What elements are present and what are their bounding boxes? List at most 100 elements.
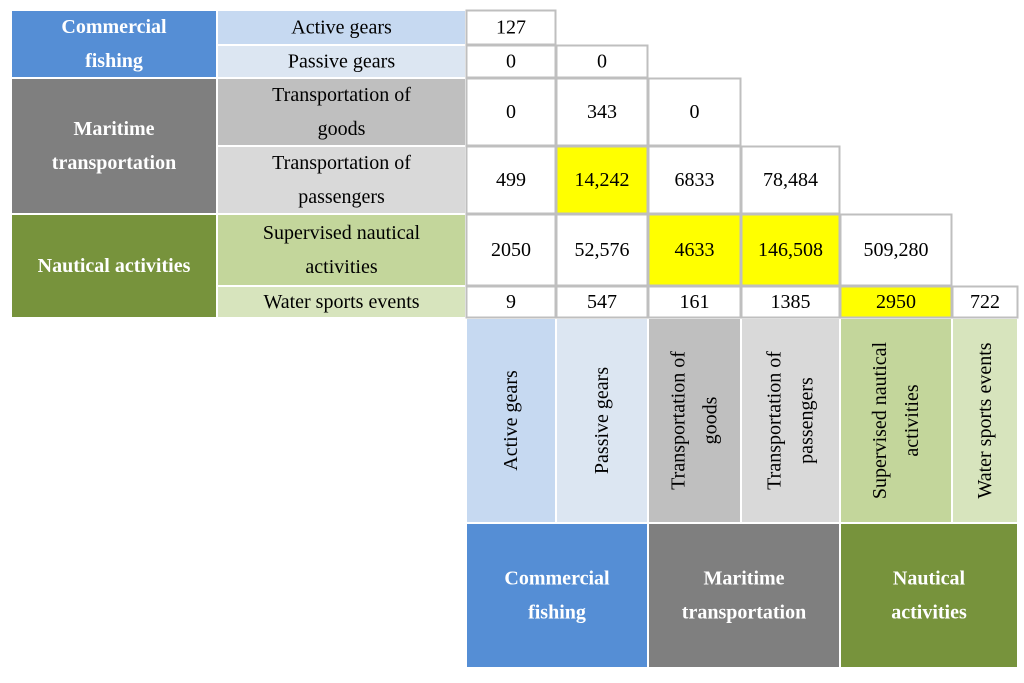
matrix-cell-r5-c2 bbox=[647, 285, 742, 319]
matrix-value-r4-c0: 2050 bbox=[491, 239, 531, 261]
col-activity-transportation-of-passengers-cell bbox=[742, 319, 839, 522]
row-activity-supervised-nautical-activities-label-line: activities bbox=[305, 256, 377, 278]
row-activity-active-gears-cell bbox=[218, 11, 465, 44]
col-activity-transportation-of-passengers-label-line: passengers bbox=[796, 377, 818, 464]
row-group-cf-label-line: fishing bbox=[85, 50, 143, 72]
matrix-cell-r5-c0 bbox=[465, 285, 557, 319]
col-activity-supervised-nautical-activities-label-line: activities bbox=[901, 384, 923, 456]
matrix-value-r2-c2: 0 bbox=[690, 101, 700, 123]
matrix-value-r0-c0: 127 bbox=[496, 17, 526, 39]
matrix-cell-r3-c2 bbox=[647, 145, 742, 215]
row-group-mt-cell bbox=[12, 79, 216, 213]
matrix-value-r1-c0: 0 bbox=[506, 51, 516, 73]
row-activity-passive-gears-label-line: Passive gears bbox=[288, 51, 395, 73]
col-group-mt-label-line: transportation bbox=[682, 602, 806, 624]
col-group-cf-label: Commercial fishing bbox=[504, 568, 610, 624]
col-activity-passive-gears-label: Passive gears bbox=[591, 367, 613, 474]
col-group-cf-label-line: Commercial bbox=[504, 568, 610, 590]
matrix-cell-r5-c3 bbox=[740, 285, 841, 319]
matrix-value-r5-c4: 2950 bbox=[876, 291, 916, 313]
row-activity-transportation-of-passengers-cell bbox=[218, 147, 465, 213]
row-group-cf-label-line: Commercial bbox=[61, 16, 167, 38]
matrix-value-r3-c3: 78,484 bbox=[763, 169, 818, 191]
matrix-cell-r2-c1 bbox=[555, 77, 649, 147]
col-activity-supervised-nautical-activities-label-line: Supervised nautical bbox=[869, 341, 891, 499]
row-activity-supervised-nautical-activities-label-line: Supervised nautical bbox=[263, 222, 421, 244]
matrix-value-r4-c2: 4633 bbox=[675, 239, 715, 261]
col-activity-water-sports-events-label-line: Water sports events bbox=[974, 342, 996, 498]
row-activity-passive-gears-label: Passive gears bbox=[288, 51, 395, 73]
col-activity-active-gears-label: Active gears bbox=[500, 370, 522, 471]
row-activity-supervised-nautical-activities-cell bbox=[218, 215, 465, 285]
row-group-na-label: Nautical activities bbox=[38, 255, 191, 277]
row-group-mt-label: Maritime transportation bbox=[52, 118, 176, 174]
matrix-value-r4-c1: 52,576 bbox=[575, 239, 630, 261]
col-activity-transportation-of-goods-label-line: Transportation of bbox=[668, 351, 690, 490]
row-group-na-label-line: Nautical activities bbox=[38, 255, 191, 277]
col-activity-passive-gears-cell bbox=[557, 319, 647, 522]
col-group-na-label: Nautical activities bbox=[891, 568, 967, 624]
col-activity-active-gears-label-line: Active gears bbox=[500, 370, 522, 471]
matrix-value-r2-c1: 343 bbox=[587, 101, 617, 123]
row-group-mt-label-line: Maritime bbox=[73, 118, 154, 140]
matrix-value-r3-c1: 14,242 bbox=[575, 169, 630, 191]
matrix-value-r5-c2: 161 bbox=[680, 291, 710, 313]
col-group-na-cell bbox=[841, 524, 1017, 667]
matrix-cell-r3-c3 bbox=[740, 145, 841, 215]
col-group-mt-label: Maritime transportation bbox=[682, 568, 806, 624]
row-activity-active-gears-label-line: Active gears bbox=[291, 17, 392, 39]
matrix-cell-r4-c4 bbox=[839, 213, 953, 287]
row-activity-transportation-of-goods-label-line: Transportation of bbox=[272, 84, 411, 106]
row-group-na-cell bbox=[12, 215, 216, 317]
row-group-cf-cell bbox=[12, 11, 216, 77]
matrix-cell-r2-c0 bbox=[465, 77, 557, 147]
matrix-value-r4-c4: 509,280 bbox=[864, 239, 929, 261]
matrix-value-r1-c1: 0 bbox=[597, 51, 607, 73]
matrix-value-r5-c0: 9 bbox=[506, 291, 516, 313]
col-activity-passive-gears-label-line: Passive gears bbox=[591, 367, 613, 474]
row-activity-water-sports-events-label-line: Water sports events bbox=[263, 291, 419, 313]
col-group-na-label-line: activities bbox=[891, 602, 967, 624]
col-activity-transportation-of-passengers-label: Transportation of passengers bbox=[764, 351, 818, 490]
matrix-cell-r5-c5 bbox=[951, 285, 1019, 319]
col-group-cf-cell bbox=[467, 524, 647, 667]
matrix-value-r3-c0: 499 bbox=[496, 169, 526, 191]
col-group-mt-label-line: Maritime bbox=[703, 568, 784, 590]
row-activity-active-gears-label: Active gears bbox=[291, 17, 392, 39]
matrix-value-r3-c2: 6833 bbox=[675, 169, 715, 191]
row-activity-water-sports-events-label: Water sports events bbox=[263, 291, 419, 313]
row-activity-transportation-of-passengers-label: Transportation of passengers bbox=[272, 152, 411, 208]
col-activity-supervised-nautical-activities-cell bbox=[841, 319, 951, 522]
col-activity-transportation-of-goods-label-line: goods bbox=[700, 396, 722, 444]
matrix-value-r5-c1: 547 bbox=[587, 291, 617, 313]
matrix-value-r5-c5: 722 bbox=[970, 291, 1000, 313]
col-activity-active-gears-cell bbox=[467, 319, 555, 522]
col-activity-transportation-of-passengers-label-line: Transportation of bbox=[764, 351, 786, 490]
matrix-value-r5-c3: 1385 bbox=[771, 291, 811, 313]
row-activity-transportation-of-passengers-label-line: Transportation of bbox=[272, 152, 411, 174]
col-activity-transportation-of-goods-cell bbox=[649, 319, 740, 522]
matrix-cell-r5-c4 bbox=[839, 285, 953, 319]
col-group-mt-cell bbox=[649, 524, 839, 667]
col-activity-supervised-nautical-activities-label: Supervised nautical activities bbox=[869, 341, 923, 499]
col-activity-water-sports-events-cell bbox=[953, 319, 1017, 522]
row-activity-transportation-of-goods-label-line: goods bbox=[318, 118, 366, 140]
row-group-cf-label: Commercial fishing bbox=[61, 16, 167, 72]
col-activity-transportation-of-goods-label: Transportation of goods bbox=[668, 351, 722, 490]
row-activity-transportation-of-goods-cell bbox=[218, 79, 465, 145]
col-group-na-label-line: Nautical bbox=[893, 568, 966, 590]
row-activity-transportation-of-goods-label: Transportation of goods bbox=[272, 84, 411, 140]
matrix-cell-r1-c0 bbox=[465, 44, 557, 79]
matrix-value-r4-c3: 146,508 bbox=[758, 239, 823, 261]
col-group-cf-label-line: fishing bbox=[528, 602, 586, 624]
row-group-mt-label-line: transportation bbox=[52, 152, 176, 174]
matrix-cell-r2-c2 bbox=[647, 77, 742, 147]
row-activity-transportation-of-passengers-label-line: passengers bbox=[298, 186, 385, 208]
row-activity-water-sports-events-cell bbox=[218, 287, 465, 317]
row-activity-passive-gears-cell bbox=[218, 46, 465, 77]
row-activity-supervised-nautical-activities-label: Supervised nautical activities bbox=[263, 222, 421, 278]
col-activity-water-sports-events-label: Water sports events bbox=[974, 342, 996, 498]
matrix-value-r2-c0: 0 bbox=[506, 101, 516, 123]
